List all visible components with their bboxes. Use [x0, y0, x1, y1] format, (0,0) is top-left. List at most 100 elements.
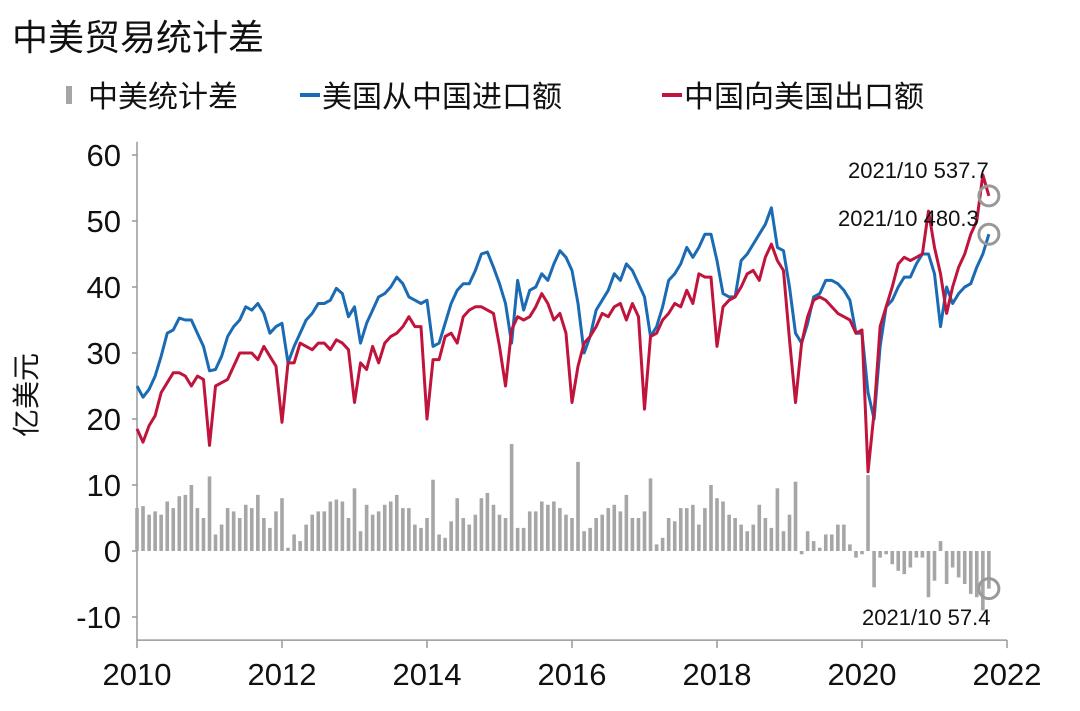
bar [546, 504, 550, 551]
bar [183, 494, 188, 551]
highlight-circle [977, 184, 1001, 208]
bar [479, 498, 484, 551]
bar [431, 479, 435, 551]
bar [310, 514, 315, 551]
bar [721, 501, 725, 551]
bar [588, 527, 592, 551]
bar [763, 518, 768, 551]
bar [322, 511, 327, 551]
bar [225, 508, 230, 551]
bar [594, 518, 598, 551]
bar [968, 551, 973, 594]
bar [896, 551, 901, 571]
bar [461, 518, 466, 551]
x-tick-label: 2018 [683, 657, 752, 692]
bar [425, 518, 429, 551]
bar [419, 527, 423, 551]
bar [539, 501, 544, 551]
bar [630, 518, 635, 551]
bar [745, 531, 750, 551]
y-axis-label: 亿美元 [10, 353, 43, 437]
y-tick-label: 40 [87, 270, 121, 305]
bar [394, 494, 399, 551]
bar [914, 551, 919, 558]
bar [552, 501, 556, 551]
bar [709, 485, 713, 551]
x-tick-label: 2022 [973, 657, 1042, 692]
bar [926, 551, 931, 598]
bar [600, 514, 605, 551]
y-tick-label: 10 [87, 468, 121, 503]
bar [775, 488, 780, 551]
bar [666, 518, 671, 551]
bar [842, 524, 846, 551]
bar [334, 499, 339, 551]
bar [340, 501, 345, 551]
bar [316, 511, 321, 551]
bar [872, 551, 876, 588]
bar [527, 511, 532, 551]
bar [582, 531, 586, 551]
bar [491, 504, 496, 551]
x-tick-label: 2020 [828, 657, 897, 692]
bar [201, 518, 206, 551]
bar [358, 531, 363, 551]
bar [370, 514, 375, 551]
bar [515, 527, 520, 551]
bar [860, 551, 864, 555]
bar [636, 518, 641, 551]
bar [624, 494, 629, 551]
bar [467, 524, 472, 551]
bar [564, 514, 568, 551]
bar [382, 504, 387, 551]
bar [521, 527, 526, 551]
bar [817, 547, 822, 551]
bar [769, 527, 774, 551]
bar [485, 492, 490, 551]
chart-title: 中美贸易统计差 [12, 18, 264, 59]
bar [829, 534, 834, 551]
bar [793, 481, 798, 551]
bar [165, 501, 170, 551]
annotation: 2021/10 57.4 [862, 605, 990, 630]
bar [908, 551, 913, 568]
bar [691, 504, 695, 551]
bar [956, 551, 961, 578]
bar [987, 551, 991, 589]
bar [678, 508, 683, 551]
bar [292, 534, 296, 551]
bar [703, 508, 707, 551]
bar [558, 508, 562, 551]
bar [962, 551, 967, 584]
highlight-circle [977, 577, 1001, 601]
bar [268, 527, 272, 551]
bar [346, 518, 351, 551]
bar [811, 541, 816, 551]
bar [177, 496, 182, 551]
bar [672, 521, 677, 551]
y-tick-label: 20 [87, 402, 121, 437]
bar [733, 518, 737, 551]
bar [213, 534, 218, 551]
highlight-circle [977, 222, 1001, 246]
bar [890, 551, 895, 565]
bar [576, 461, 580, 551]
bar [243, 504, 248, 551]
bar [159, 514, 163, 551]
legend-label: 中美统计差 [88, 80, 238, 115]
bar [932, 551, 937, 581]
bar [449, 521, 453, 551]
x-tick-label: 2012 [248, 657, 317, 692]
bar [256, 494, 260, 551]
bar [884, 551, 888, 555]
legend-label: 中国向美国出口额 [684, 80, 924, 115]
bar [612, 504, 617, 551]
bar [274, 511, 278, 551]
y-tick-label: 30 [87, 336, 121, 371]
bar [950, 551, 955, 568]
bar [836, 524, 840, 551]
bar [364, 504, 369, 551]
bar [570, 518, 574, 551]
